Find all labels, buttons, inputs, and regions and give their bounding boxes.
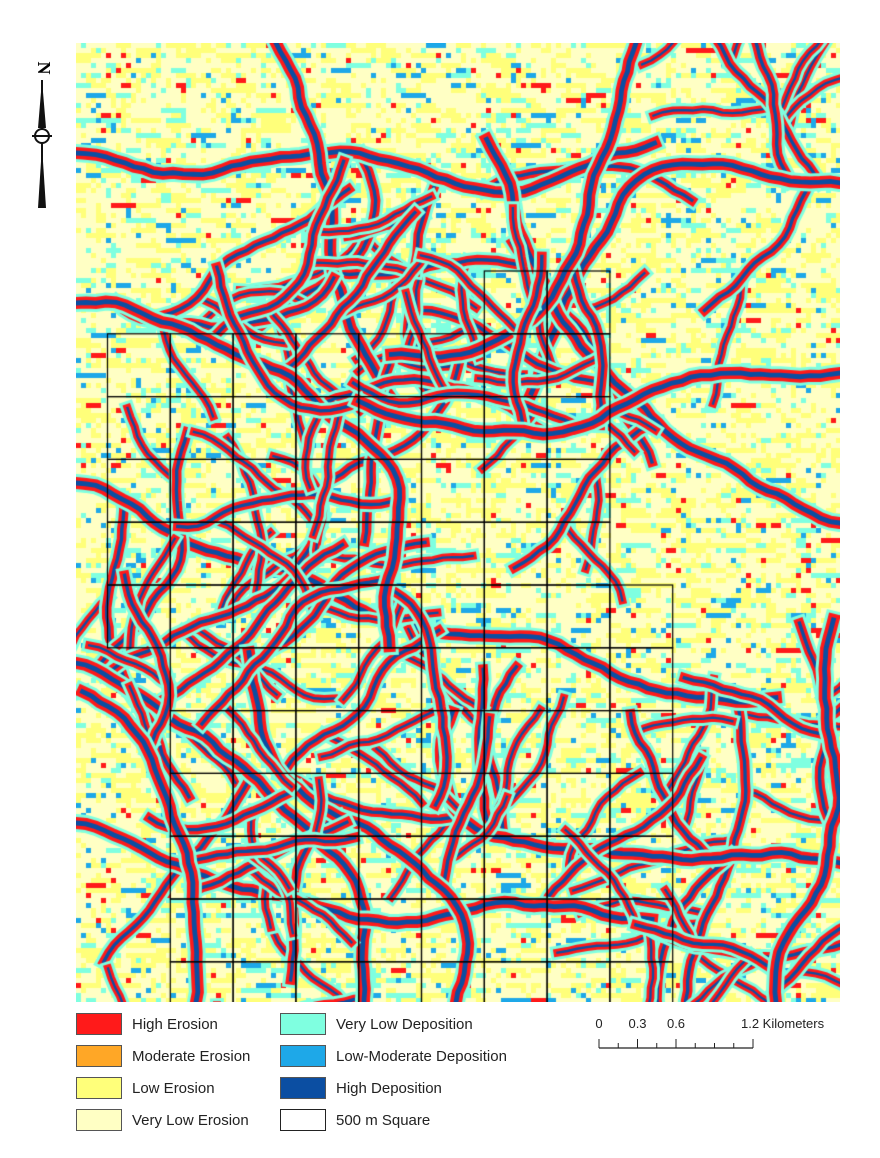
scale-tick-label: 0 [595, 1016, 603, 1031]
legend-swatch [76, 1013, 122, 1035]
legend-label: High Erosion [132, 1015, 218, 1033]
legend-label: Very Low Erosion [132, 1111, 249, 1129]
legend-swatch [76, 1045, 122, 1067]
scale-tick-label: 0.3 [628, 1016, 647, 1031]
legend: High Erosion Moderate Erosion Low Erosio… [76, 1010, 556, 1140]
scale-tick-label: 1.2 Kilometers [741, 1016, 825, 1031]
legend-item-very-low-erosion: Very Low Erosion [76, 1106, 249, 1134]
legend-item-high-erosion: High Erosion [76, 1010, 218, 1038]
north-arrow: N [22, 58, 62, 218]
legend-label: Low Erosion [132, 1079, 215, 1097]
legend-item-low-erosion: Low Erosion [76, 1074, 215, 1102]
legend-label: High Deposition [336, 1079, 442, 1097]
scale-bar: 0 0.3 0.6 1.2 Kilometers [590, 1016, 850, 1056]
legend-label: 500 m Square [336, 1111, 431, 1129]
legend-swatch [280, 1045, 326, 1067]
erosion-deposition-map [76, 43, 840, 1002]
legend-item-very-low-deposition: Very Low Deposition [280, 1010, 473, 1038]
legend-item-low-moderate-deposition: Low-Moderate Deposition [280, 1042, 507, 1070]
north-letter: N [34, 62, 54, 75]
legend-swatch [280, 1077, 326, 1099]
legend-item-500m-square: 500 m Square [280, 1106, 430, 1134]
scale-tick-label: 0.6 [666, 1016, 686, 1031]
legend-item-high-deposition: High Deposition [280, 1074, 442, 1102]
legend-label: Very Low Deposition [336, 1015, 473, 1033]
legend-swatch [76, 1077, 122, 1099]
legend-swatch [76, 1109, 122, 1131]
scale-bar-graphic [598, 1039, 754, 1049]
legend-item-moderate-erosion: Moderate Erosion [76, 1042, 250, 1070]
legend-swatch [280, 1013, 326, 1035]
north-arrow-icon: N [32, 62, 54, 208]
legend-label: Moderate Erosion [132, 1047, 251, 1065]
legend-swatch [280, 1109, 326, 1131]
legend-label: Low-Moderate Deposition [336, 1047, 507, 1065]
